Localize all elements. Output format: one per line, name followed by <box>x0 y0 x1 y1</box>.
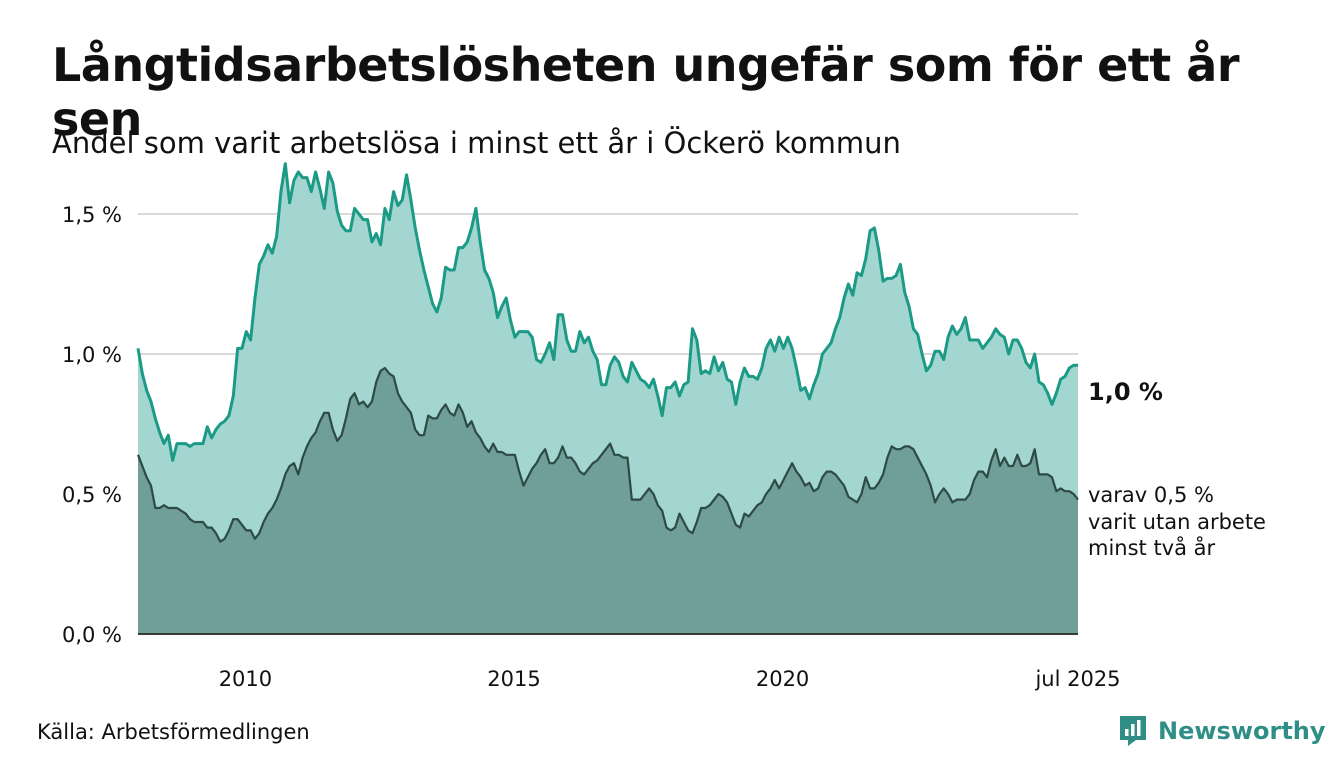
area-minst-tva-ar <box>138 368 1078 634</box>
chart-subtitle: Andel som varit arbetslösa i minst ett å… <box>52 126 901 160</box>
x-tick-label: 2010 <box>219 667 272 691</box>
newsworthy-logo-icon <box>1120 716 1146 746</box>
chart-title: Långtidsarbetslösheten ungefär som för e… <box>52 38 1240 146</box>
end-label-lower-line-3: minst två år <box>1088 535 1216 560</box>
brand-name: Newsworthy <box>1158 717 1326 745</box>
end-label-lower-line-2: varit utan arbete <box>1088 510 1266 534</box>
x-tick-label: 2020 <box>756 667 809 691</box>
end-label-lower-line-1: varav 0,5 % <box>1088 483 1214 507</box>
brand-logo[interactable]: Newsworthy <box>1118 714 1326 748</box>
x-axis-ticks: 2010 2015 2020 jul 2025 <box>219 667 1121 691</box>
x-tick-label: 2015 <box>487 667 540 691</box>
line-minst-tva-ar <box>136 366 1079 543</box>
x-tick-label: jul 2025 <box>1034 667 1120 691</box>
y-tick-label: 0,5 % <box>62 483 122 507</box>
line-minst-ett-ar <box>136 162 1078 462</box>
source-note: Källa: Arbetsförmedlingen <box>37 720 310 744</box>
end-label-upper: 1,0 % <box>1088 378 1163 406</box>
y-tick-label: 0,0 % <box>62 623 122 647</box>
y-tick-label: 1,5 % <box>62 203 122 227</box>
y-axis-ticks: 0,0 % 0,5 % 1,0 % 1,5 % <box>62 203 122 647</box>
y-tick-label: 1,0 % <box>62 343 122 367</box>
